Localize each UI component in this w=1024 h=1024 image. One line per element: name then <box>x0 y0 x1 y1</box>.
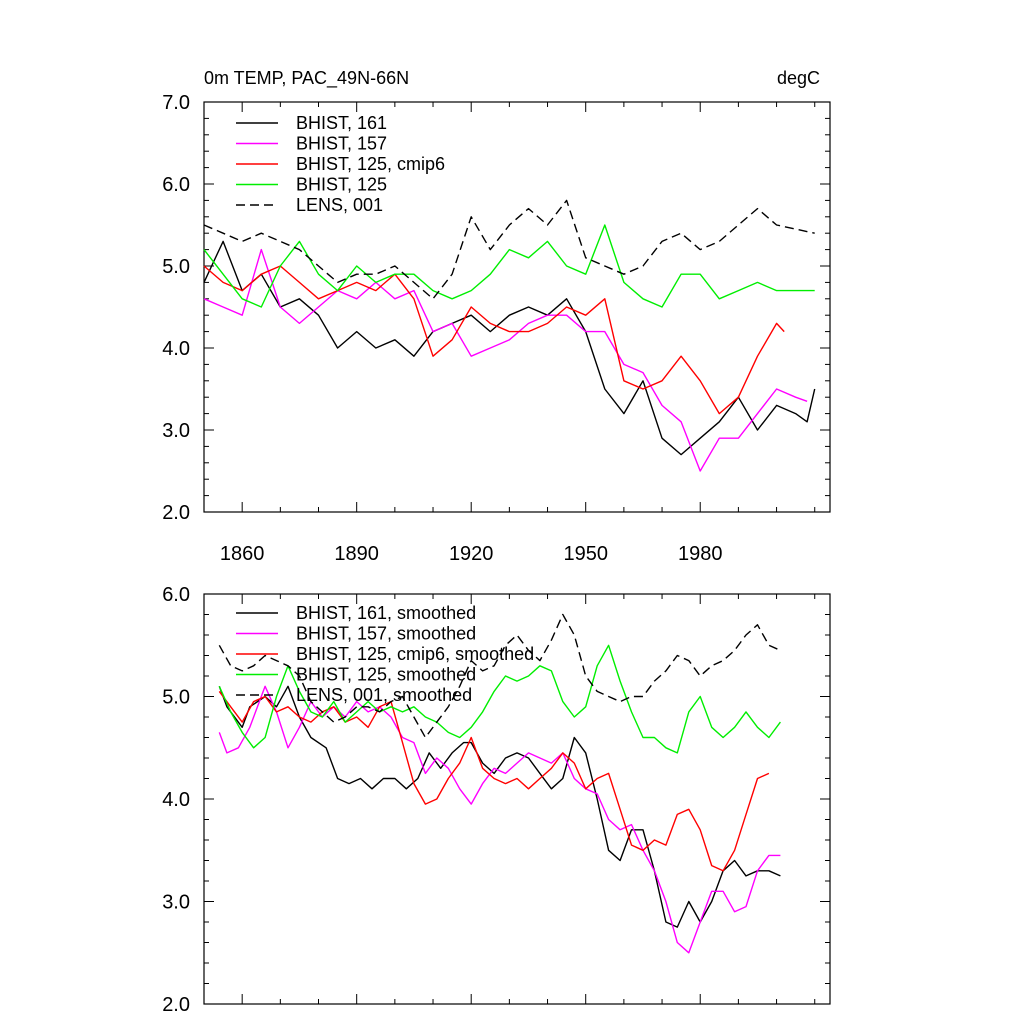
y-tick-label: 6.0 <box>162 174 190 196</box>
legend-label: BHIST, 161 <box>296 113 387 133</box>
y-tick-label: 4.0 <box>162 789 190 811</box>
y-tick-label: 2.0 <box>162 994 190 1016</box>
series-line <box>218 644 781 754</box>
y-tick-label: 7.0 <box>162 92 190 114</box>
x-tick-label: 1860 <box>220 543 265 565</box>
y-tick-label: 5.0 <box>162 687 190 709</box>
series-line <box>218 685 781 928</box>
top-panel: 2.0 3.0 4.0 5.0 6.0 7.0 1860 1890 1920 1950 1980 BH… <box>162 92 831 565</box>
chart-units: degC <box>777 68 820 88</box>
legend-label: BHIST, 125, smoothed <box>296 665 476 685</box>
legend-label: BHIST, 125, cmip6, smoothed <box>296 644 534 664</box>
legend-label: BHIST, 125, cmip6 <box>296 154 445 174</box>
legend-label: BHIST, 157 <box>296 134 387 154</box>
series-line <box>218 613 781 739</box>
y-tick-label: 3.0 <box>162 420 190 442</box>
y-tick-label: 2.0 <box>162 502 190 524</box>
series-line <box>218 690 770 872</box>
legend-label: BHIST, 157, smoothed <box>296 624 476 644</box>
series-line <box>203 240 816 456</box>
x-tick-label: 1920 <box>449 543 494 565</box>
x-tick-label: 1980 <box>678 543 723 565</box>
y-tick-label: 3.0 <box>162 892 190 914</box>
x-tick-label: 1950 <box>563 543 608 565</box>
series-line <box>203 265 785 415</box>
legend-label: BHIST, 161, smoothed <box>296 603 476 623</box>
y-tick-label: 4.0 <box>162 338 190 360</box>
series-line <box>203 199 815 300</box>
x-tick-label: 1890 <box>334 543 379 565</box>
plot-frame <box>203 101 831 513</box>
series-line <box>218 685 781 954</box>
legend-label: LENS, 001, smoothed <box>296 685 472 705</box>
chart-title: 0m TEMP, PAC_49N-66N <box>204 68 409 89</box>
series-line <box>203 224 815 308</box>
legend-label: LENS, 001 <box>296 195 383 215</box>
series-line <box>203 248 808 472</box>
y-tick-label: 6.0 <box>162 584 190 606</box>
y-tick-label: 5.0 <box>162 256 190 278</box>
legend-label: BHIST, 125 <box>296 175 387 195</box>
